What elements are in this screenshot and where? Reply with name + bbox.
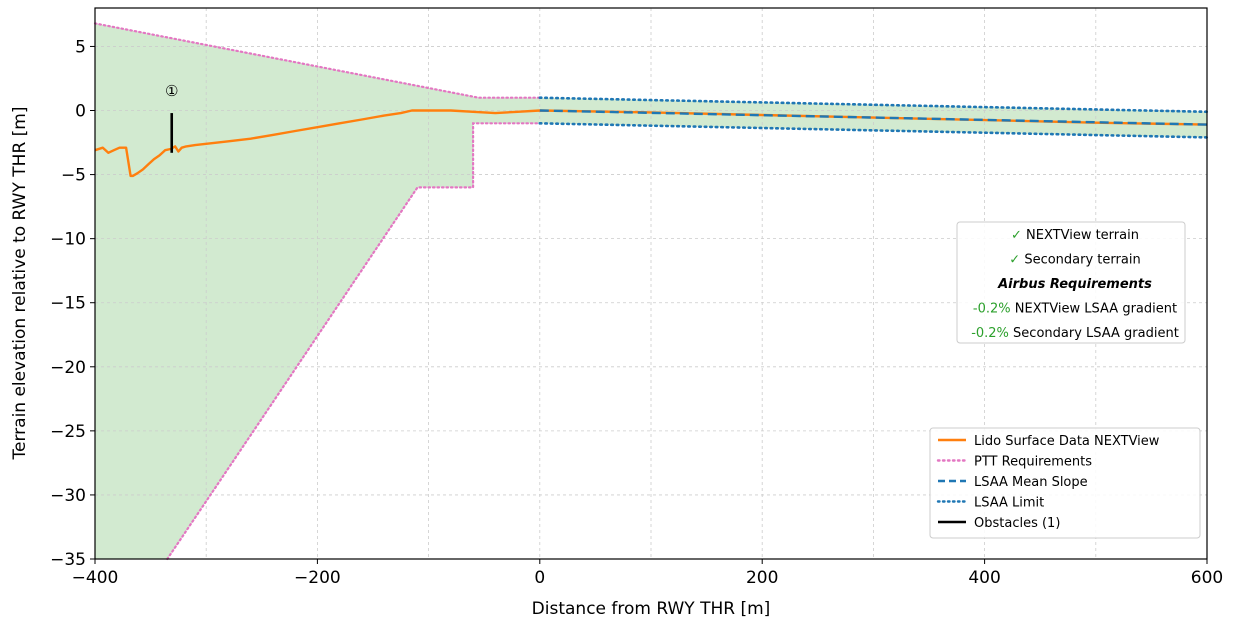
axes-layer [94, 7, 1208, 560]
y-tick-label: −5 [61, 166, 86, 186]
info-box-row: -0.2% Secondary LSAA gradient [971, 326, 1179, 341]
legend-frame [929, 427, 1201, 539]
info-box: ✓ NEXTView terrain ✓ Secondary terrain Air… [956, 221, 1186, 344]
labels-layer: Distance from RWY THR [m] Terrain elevat… [10, 107, 770, 619]
legend-label: LSAA Mean Slope [974, 475, 1088, 490]
y-tick-label: −35 [50, 550, 86, 570]
info-box-row: -0.2% NEXTView LSAA gradient [973, 302, 1177, 317]
y-tick-label: −15 [50, 294, 86, 314]
x-tick-label: 400 [968, 568, 1000, 588]
ptt-lower-line [166, 122, 541, 561]
y-tick-label: −30 [50, 486, 86, 506]
info-box-row: ✓ Secondary terrain [1009, 253, 1140, 268]
x-tick-label: 200 [746, 568, 778, 588]
terrain-line [94, 109, 1208, 178]
y-tick-label: −10 [50, 230, 86, 250]
legend: Lido Surface Data NEXTView PTT Requiremen… [929, 427, 1201, 539]
lsaa-limit-upper-line [538, 96, 1209, 114]
legend-label: LSAA Limit [974, 496, 1044, 511]
y-tick-label: 5 [75, 37, 86, 57]
legend-label: PTT Requirements [974, 455, 1092, 470]
ticks-layer: −400 −200 0 200 400 600 5 0 −5 −10 −15 −20 −25 −30 −35 [50, 37, 1223, 588]
x-tick-label: −400 [72, 568, 119, 588]
y-tick-label: −25 [50, 422, 86, 442]
legend-label: Obstacles (1) [974, 516, 1060, 531]
legend-label: Lido Surface Data NEXTView [974, 434, 1160, 449]
x-tick-label: 0 [534, 568, 545, 588]
plot-frame [94, 7, 1208, 560]
lsaa-limit-lower-line [538, 122, 1209, 139]
x-tick-label: 600 [1191, 568, 1223, 588]
y-tick-label: −20 [50, 358, 86, 378]
info-box-row: Airbus Requirements [997, 277, 1152, 292]
obstacle-marker: ① [165, 82, 178, 100]
x-axis-label: Distance from RWY THR [m] [532, 599, 771, 619]
ptt-upper-line [93, 22, 541, 99]
x-tick-label: −200 [294, 568, 341, 588]
y-axis-label: Terrain elevation relative to RWY THR [m… [10, 107, 30, 461]
info-box-row: ✓ NEXTView terrain [1011, 228, 1139, 243]
info-box-frame [956, 221, 1186, 344]
series-layer: ① [93, 22, 1209, 561]
y-tick-label: 0 [75, 102, 86, 122]
